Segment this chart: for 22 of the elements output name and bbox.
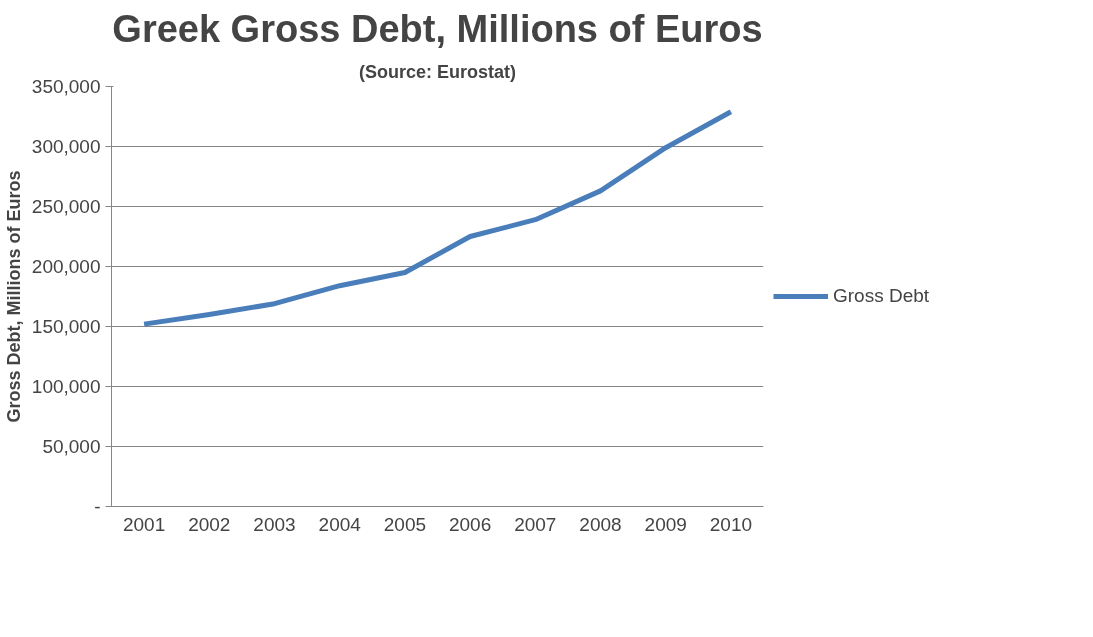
x-tick-label: 2009 (644, 513, 687, 535)
y-tick-label: 200,000 (31, 256, 101, 277)
x-tick-label: 2008 (579, 513, 622, 535)
x-tick-label: 2002 (188, 513, 231, 535)
y-axis-title: Gross Debt, Millions of Euros (3, 170, 24, 423)
y-tick-label: 250,000 (31, 196, 101, 217)
y-tick-label: - (94, 496, 101, 517)
x-tick-label: 2006 (448, 513, 492, 535)
x-tick-label: 2004 (318, 513, 362, 535)
legend-label: Gross Debt (833, 285, 930, 307)
chart-subtitle: (Source: Eurostat) (358, 61, 517, 82)
y-tick-label: 350,000 (31, 76, 101, 97)
y-tick-label: 100,000 (31, 376, 101, 397)
y-tick-label: 50,000 (42, 436, 101, 457)
x-tick-label: 2003 (253, 513, 296, 535)
x-tick-label: 2001 (122, 513, 166, 535)
x-tick-label: 2005 (383, 513, 427, 535)
x-tick-label: 2007 (514, 513, 557, 535)
x-tick-label: 2010 (709, 513, 753, 535)
chart-title: Greek Gross Debt, Millions of Euros (112, 7, 763, 50)
y-tick-label: 150,000 (31, 316, 101, 337)
y-tick-label: 300,000 (31, 136, 101, 157)
